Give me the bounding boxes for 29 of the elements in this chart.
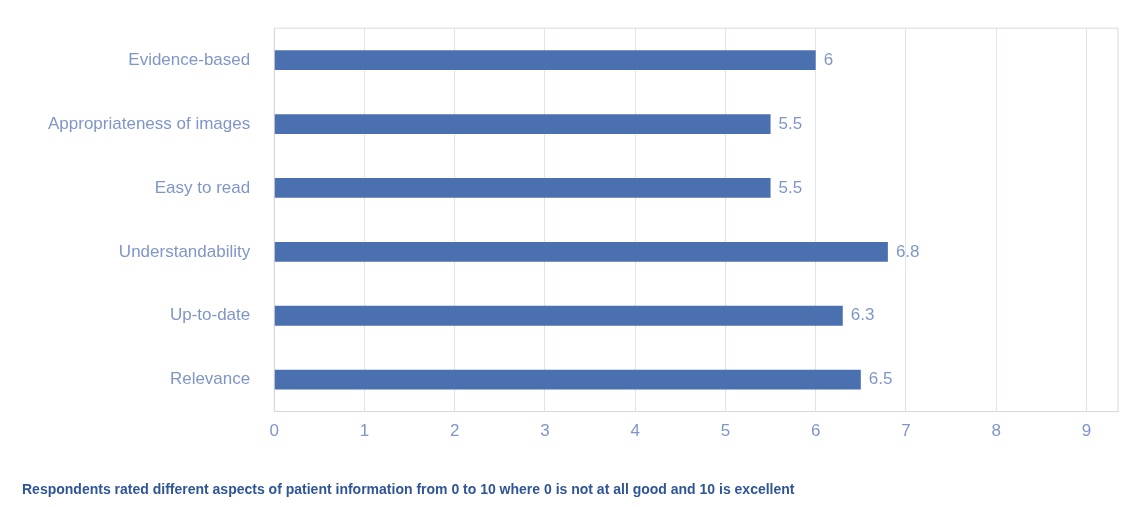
text: Respondents rated different aspects of patient information from 0 to 10 where 0 is not at all good and 10 is excellent [22,480,795,497]
data-label: 6 [823,49,834,69]
x-tick-label: 1 [359,421,370,441]
x-tick-label: 6 [810,421,821,441]
x-tick-label: 9 [1081,421,1092,441]
y-tick-label: Easy to read [154,177,251,197]
y-tick-label: Appropriateness of images [47,113,251,133]
x-tick-label: 3 [540,421,550,441]
y-tick-label: Understandability [118,241,251,261]
data-label: 6.5 [868,369,893,389]
bar [274,305,843,326]
x-tick-label: 8 [991,421,1001,441]
y-tick-label: Evidence-based [128,49,251,69]
x-tick-label: 7 [901,421,911,441]
data-label: 5.5 [778,177,803,197]
y-tick-label: Up-to-date [169,305,251,325]
bar [274,241,888,262]
x-tick-label: 0 [269,421,279,441]
data-label: 6.8 [895,241,920,261]
bar [274,369,861,390]
x-tick-label: 2 [449,421,460,441]
data-label: 6.3 [850,305,875,325]
x-tick-label: 5 [720,421,731,441]
data-label: 5.5 [778,113,803,133]
bar [274,50,816,71]
x-tick-label: 4 [630,421,640,441]
y-tick-label: Relevance [169,369,251,389]
bar [274,114,771,134]
bar [274,178,771,198]
